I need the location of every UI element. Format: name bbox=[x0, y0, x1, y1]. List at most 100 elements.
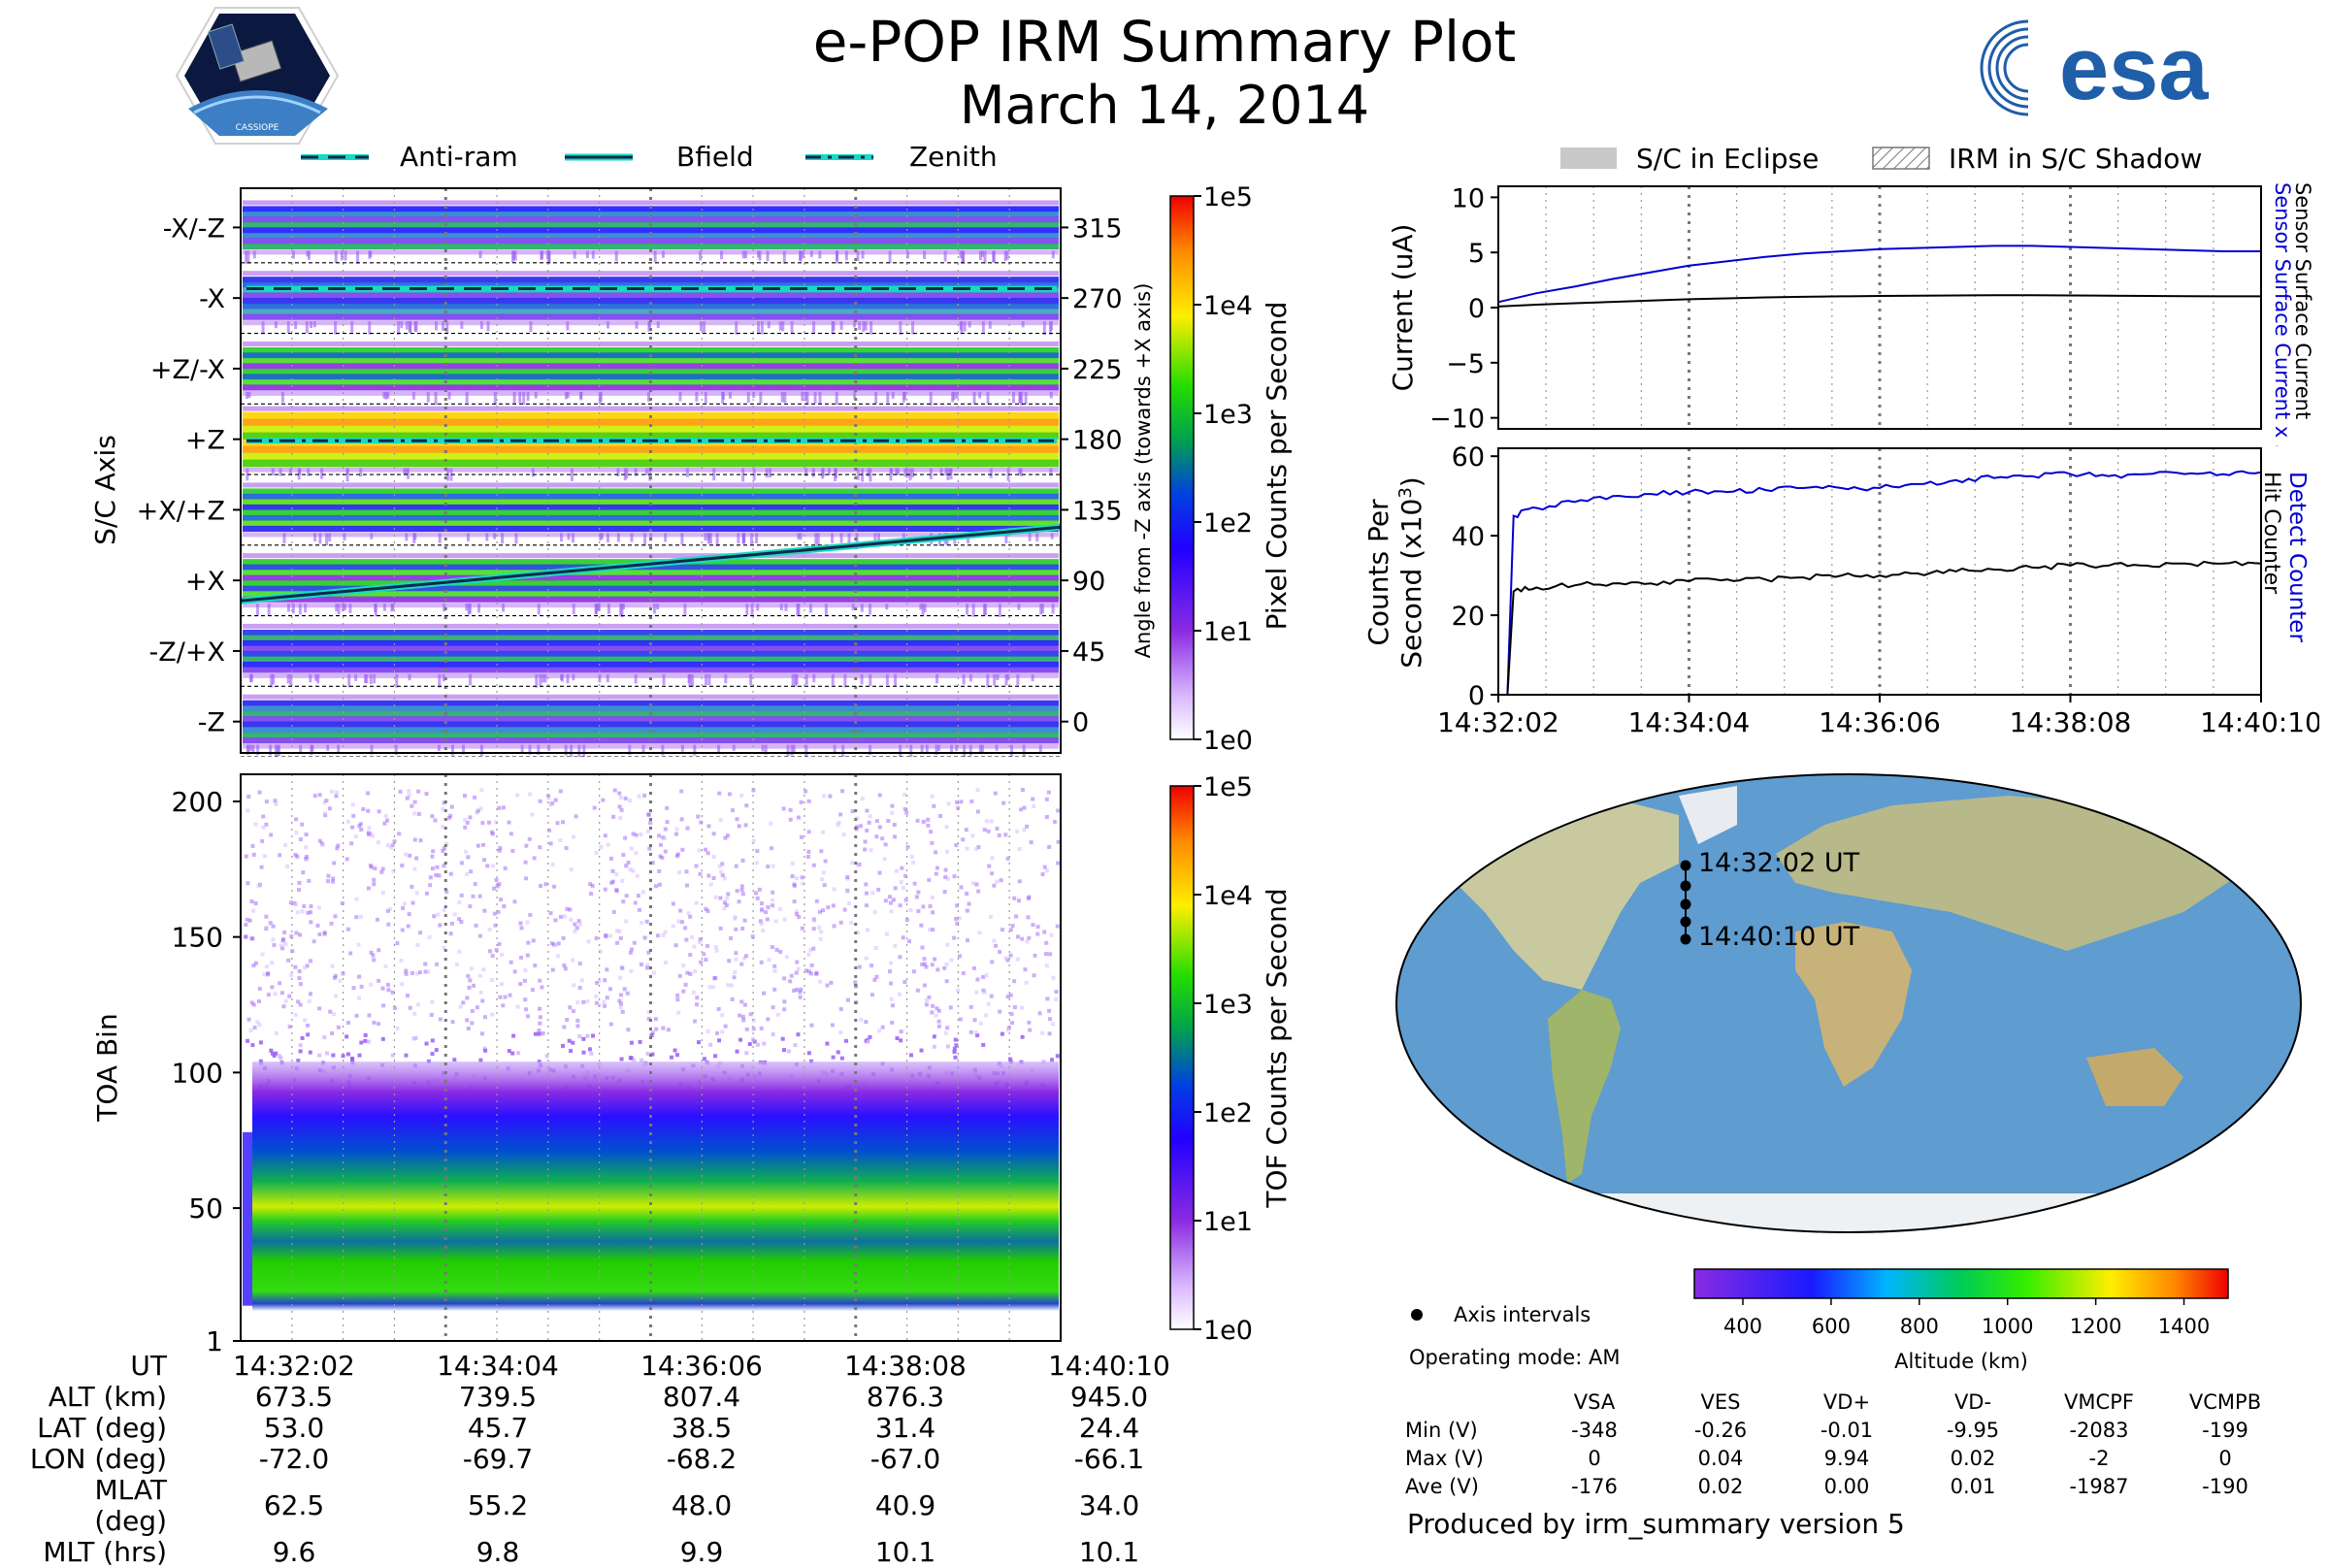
tof-noise-speck bbox=[975, 809, 980, 814]
tof-ylabel: TOA Bin bbox=[91, 1013, 123, 1122]
tof-noise-speck bbox=[412, 866, 417, 871]
tof-noise-speck bbox=[561, 820, 566, 825]
tof-noise-speck bbox=[970, 833, 975, 838]
tof-noise-speck bbox=[922, 962, 927, 966]
tof-noise-speck bbox=[530, 988, 535, 993]
tof-noise-speck bbox=[819, 930, 824, 934]
tof-noise-speck bbox=[658, 854, 663, 859]
tof-noise-speck bbox=[1048, 952, 1053, 957]
pixel-speckle bbox=[943, 250, 947, 262]
pixel-band-row bbox=[243, 346, 1059, 354]
tof-noise-speck bbox=[973, 846, 978, 851]
tof-noise-speck bbox=[264, 914, 269, 919]
tof-noise-speck bbox=[518, 921, 523, 926]
altitude-tick-label: 400 bbox=[1723, 1315, 1762, 1338]
tof-noise-speck bbox=[981, 974, 986, 979]
pixel-speckle bbox=[831, 673, 835, 686]
pixel-speckle bbox=[827, 468, 831, 475]
tof-noise-speck bbox=[533, 1031, 538, 1036]
tof-noise-speck bbox=[598, 949, 603, 954]
tof-noise-speck bbox=[753, 891, 758, 896]
tof-noise-speck bbox=[366, 791, 371, 796]
tof-noise-speck bbox=[882, 857, 887, 862]
pixel-speckle bbox=[737, 533, 740, 544]
tof-noise-speck bbox=[711, 855, 716, 860]
tof-noise-speck bbox=[926, 823, 931, 828]
pixel-speckle bbox=[560, 533, 564, 542]
tof-noise-speck bbox=[297, 968, 302, 973]
tof-noise-speck bbox=[811, 863, 816, 867]
tof-noise-speck bbox=[1050, 1058, 1055, 1062]
tof-frame bbox=[240, 773, 1062, 1342]
pixel-speckle bbox=[728, 391, 732, 399]
tof-noise-speck bbox=[293, 964, 298, 969]
tof-noise-speck bbox=[789, 973, 794, 978]
tof-noise-speck bbox=[778, 906, 783, 911]
tof-noise-speck bbox=[296, 999, 301, 1004]
stats-row: Max (V) 0 0.04 9.94 0.02 -2 0 bbox=[1405, 1444, 2288, 1472]
tof-noise-speck bbox=[868, 814, 872, 819]
pixel-speckle bbox=[662, 673, 666, 685]
info-cell: -72.0 bbox=[258, 1443, 330, 1475]
tof-noise-speck bbox=[404, 971, 409, 976]
tof-noise-speck bbox=[676, 870, 681, 875]
tof-noise-speck bbox=[796, 815, 801, 820]
pixel-speckle bbox=[989, 468, 993, 478]
pixel-speckle bbox=[741, 468, 745, 482]
stats-col-header: VES bbox=[1700, 1389, 1741, 1414]
pixel-speckle bbox=[620, 604, 624, 618]
tof-noise-speck bbox=[341, 1054, 345, 1059]
tof-noise-speck bbox=[628, 867, 633, 872]
tof-noise-speck bbox=[676, 919, 681, 924]
tof-noise-speck bbox=[357, 974, 362, 979]
tof-noise-speck bbox=[608, 933, 613, 938]
pixel-speckle bbox=[270, 673, 274, 688]
pixel-speckle bbox=[1004, 673, 1008, 686]
tof-noise-speck bbox=[946, 801, 951, 806]
tof-noise-speck bbox=[556, 941, 561, 946]
tof-noise-speck bbox=[592, 805, 597, 810]
pixel-speckle bbox=[405, 468, 409, 474]
pixel-speckle bbox=[796, 604, 800, 617]
tof-noise-speck bbox=[617, 791, 622, 796]
tof-noise-speck bbox=[676, 1010, 681, 1015]
pixel-speckle bbox=[1051, 604, 1055, 614]
pixel-speckle bbox=[628, 744, 632, 755]
tof-noise-speck bbox=[1015, 830, 1020, 834]
tof-noise-speck bbox=[274, 1051, 279, 1056]
tof-noise-speck bbox=[739, 884, 744, 889]
tof-noise-speck bbox=[936, 1019, 941, 1024]
tof-noise-speck bbox=[563, 966, 568, 971]
pixel-speckle bbox=[896, 468, 900, 475]
tof-noise-speck bbox=[632, 1058, 637, 1062]
tof-noise-speck bbox=[821, 908, 826, 913]
tof-noise-speck bbox=[934, 871, 938, 876]
tof-noise-speck bbox=[283, 998, 288, 1003]
tof-noise-speck bbox=[850, 809, 855, 814]
tof-noise-speck bbox=[892, 823, 897, 828]
tof-noise-speck bbox=[449, 804, 454, 809]
tof-noise-speck bbox=[920, 963, 925, 967]
tof-noise-speck bbox=[645, 1051, 650, 1056]
altitude-tick-label: 1400 bbox=[2158, 1315, 2210, 1338]
tof-noise-speck bbox=[537, 1060, 541, 1064]
tof-noise-speck bbox=[553, 918, 558, 923]
pixel-speckle bbox=[1006, 673, 1010, 681]
pixel-speckle bbox=[903, 468, 907, 477]
tof-noise-speck bbox=[363, 1038, 368, 1043]
pixel-band-row bbox=[243, 514, 1059, 522]
tof-noise-speck bbox=[603, 1003, 607, 1008]
tof-noise-speck bbox=[1032, 804, 1036, 809]
tof-noise-speck bbox=[836, 1050, 840, 1055]
pixel-speckle bbox=[885, 673, 889, 686]
tof-noise-speck bbox=[411, 1036, 416, 1041]
tof-noise-speck bbox=[430, 854, 435, 859]
pixel-speckle bbox=[1051, 250, 1055, 259]
tof-noise-speck bbox=[693, 968, 698, 973]
tof-noise-speck bbox=[869, 993, 874, 997]
tof-noise-speck bbox=[869, 848, 873, 853]
tof-noise-speck bbox=[1042, 865, 1047, 869]
tof-noise-speck bbox=[740, 892, 745, 897]
stats-cell: -176 bbox=[1571, 1474, 1618, 1498]
tof-noise-speck bbox=[294, 831, 299, 835]
